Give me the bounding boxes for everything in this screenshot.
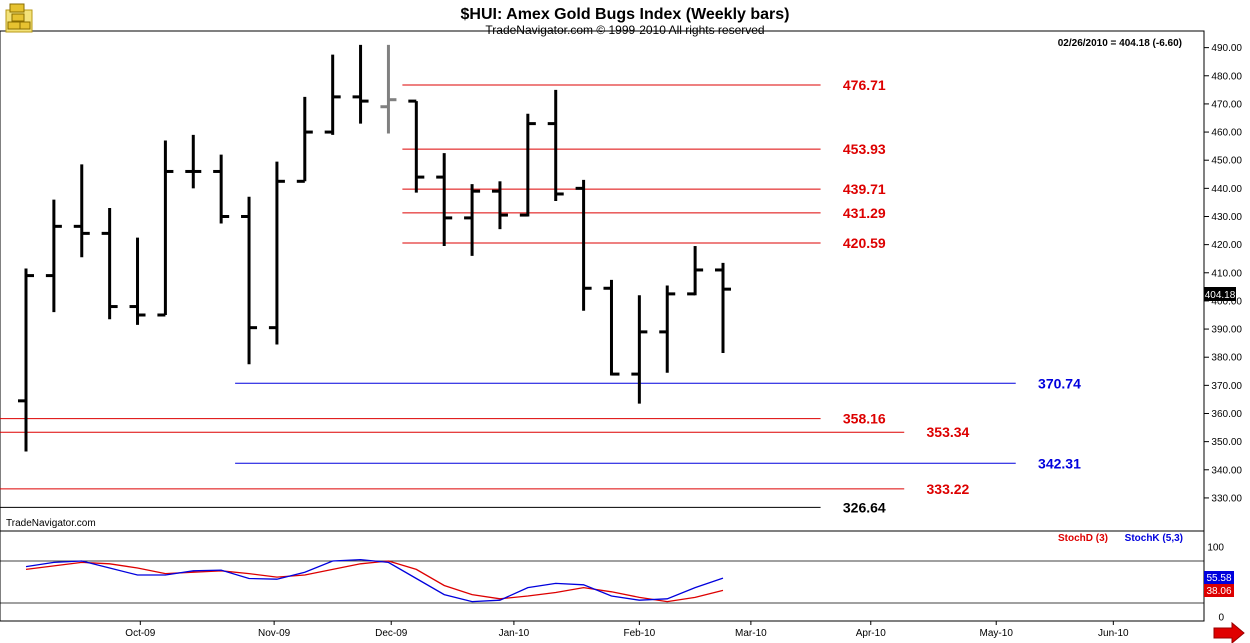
support-resistance-levels: 476.71 453.93 439.71 431.29 420.59 370.74 358.… (0, 77, 1081, 515)
stochk-value-tag (1204, 571, 1234, 584)
y-tick-label: 390.00 (1211, 325, 1242, 336)
y-tick-label: 350.00 (1211, 437, 1242, 448)
ohlc-bar (380, 44, 397, 134)
ohlc-bar (659, 285, 676, 373)
ohlc-bar (129, 237, 146, 325)
ohlc-bar (73, 164, 90, 258)
level-label: 333.22 (927, 481, 970, 497)
gold-bars-icon (5, 3, 33, 33)
price-y-axis: 490.00 480.00 470.00 460.00 450.00 440.00 430.… (1204, 43, 1242, 504)
last-price-tag (1204, 287, 1236, 301)
ohlc-bar (547, 89, 564, 202)
y-tick-label: 440.00 (1211, 184, 1242, 195)
y-tick-label: 410.00 (1211, 268, 1242, 279)
y-tick-label: 450.00 (1211, 156, 1242, 167)
stochastic-y-axis: 100 0 (1207, 543, 1224, 624)
level-label: 342.31 (1038, 455, 1081, 471)
y-tick-label: 470.00 (1211, 99, 1242, 110)
x-tick-label: Dec-09 (375, 628, 408, 639)
stoch-y-tick-label: 100 (1207, 543, 1224, 554)
y-tick-label: 420.00 (1211, 240, 1242, 251)
watermark-text: TradeNavigator.com (6, 518, 96, 529)
ohlc-bar (18, 268, 34, 452)
y-tick-label: 430.00 (1211, 212, 1242, 223)
stoch-y-tick-label: 0 (1218, 613, 1224, 624)
stochastic-panel-frame (0, 530, 1205, 622)
chart-subtitle: TradeNavigator.com © 1999-2010 All right… (485, 23, 764, 37)
level-label: 370.74 (1038, 375, 1081, 391)
price-panel-frame (0, 30, 1205, 532)
x-tick-label: Oct-09 (125, 628, 155, 639)
y-tick-label: 400.00 (1211, 296, 1242, 307)
level-label: 453.93 (843, 141, 886, 157)
ohlc-bar (408, 99, 425, 193)
ohlc-bar (241, 196, 258, 365)
level-label: 476.71 (843, 77, 886, 93)
ohlc-bar (715, 262, 731, 353)
x-tick-label: Nov-09 (258, 628, 291, 639)
stochastic-lines (0, 558, 1204, 604)
level-label: 431.29 (843, 205, 886, 221)
ohlc-bar (185, 134, 202, 189)
right-arrow-icon[interactable] (1213, 621, 1245, 643)
stochk-legend: StochK (5,3) (1125, 533, 1183, 544)
ohlc-bars (18, 44, 731, 452)
level-label: 420.59 (843, 235, 886, 251)
y-tick-label: 360.00 (1211, 409, 1242, 420)
level-label: 326.64 (843, 499, 886, 515)
stochk-value-label: 55.58 (1206, 573, 1231, 584)
level-label: 353.34 (927, 424, 970, 440)
level-label: 439.71 (843, 181, 886, 197)
ohlc-bar (213, 154, 230, 224)
x-tick-label: May-10 (980, 628, 1014, 639)
y-tick-label: 480.00 (1211, 71, 1242, 82)
y-tick-label: 380.00 (1211, 353, 1242, 364)
ohlc-bar (436, 153, 453, 247)
y-tick-label: 490.00 (1211, 43, 1242, 54)
ohlc-bar (687, 246, 704, 296)
ohlc-bar (296, 96, 313, 183)
y-tick-label: 370.00 (1211, 381, 1242, 392)
chart-title: $HUI: Amex Gold Bugs Index (Weekly bars) (461, 6, 790, 23)
ohlc-bar (45, 199, 62, 313)
ohlc-bar (491, 181, 508, 230)
x-tick-label: Jan-10 (499, 628, 530, 639)
last-price-info: 02/26/2010 = 404.18 (-6.60) (1058, 38, 1182, 49)
stoch-series-line (25, 558, 724, 603)
x-tick-label: Mar-10 (735, 628, 767, 639)
ohlc-bar (464, 184, 481, 256)
stochd-value-tag (1204, 584, 1234, 597)
ohlc-bar (324, 54, 341, 135)
x-tick-label: Jun-10 (1098, 628, 1129, 639)
stochd-value-label: 38.06 (1206, 586, 1231, 597)
ohlc-bar (519, 113, 536, 217)
x-tick-label: Feb-10 (624, 628, 656, 639)
ohlc-bar (157, 140, 174, 317)
ohlc-bar (631, 295, 648, 404)
y-tick-label: 340.00 (1211, 465, 1242, 476)
ohlc-bar (101, 208, 118, 320)
ohlc-bar (575, 179, 592, 311)
y-tick-label: 460.00 (1211, 128, 1242, 139)
stoch-series-line (25, 560, 724, 603)
ohlc-bar (268, 161, 285, 345)
y-tick-label: 330.00 (1211, 493, 1242, 504)
ohlc-bar (352, 44, 369, 124)
ohlc-bar (603, 279, 620, 376)
x-tick-label: Apr-10 (856, 628, 886, 639)
last-price-tag-label: 404.18 (1205, 290, 1236, 301)
stochd-legend: StochD (3) (1058, 533, 1108, 544)
level-label: 358.16 (843, 411, 886, 427)
x-axis: Oct-09 Nov-09 Dec-09 Jan-10 Feb-10 Mar-10 Apr-… (125, 621, 1129, 639)
